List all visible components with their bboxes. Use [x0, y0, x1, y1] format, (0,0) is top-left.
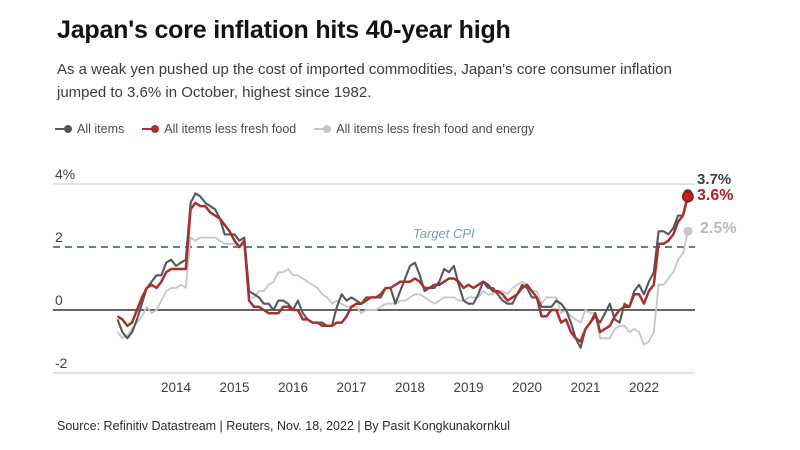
- end-label-all-items: 3.7%: [697, 171, 732, 188]
- endpoint-dot-less-fresh-food-energy: [683, 226, 693, 236]
- x-tick-label: 2015: [219, 380, 250, 395]
- x-tick-label: 2019: [453, 380, 484, 395]
- y-tick-label: 0: [55, 292, 63, 308]
- inflation-line-chart: [53, 183, 695, 374]
- series-line-0: [116, 192, 689, 349]
- y-tick-label: 2: [55, 229, 63, 245]
- end-label-less-fresh-food: 3.6%: [697, 187, 734, 204]
- chart-subtitle: As a weak yen pushed up the cost of impo…: [57, 61, 672, 101]
- legend-item-less-fresh-food: All items less fresh food: [142, 122, 296, 136]
- x-tick-label: 2021: [570, 380, 601, 395]
- y-tick-label: 4%: [55, 166, 76, 182]
- end-label-less-fresh-food-energy: 2.5%: [700, 220, 737, 237]
- x-tick-label: 2016: [277, 380, 309, 395]
- x-tick-label: 2018: [394, 380, 426, 395]
- legend-item-less-fresh-food-energy: All items less fresh food and energy: [314, 122, 534, 136]
- series-line-1: [116, 196, 690, 343]
- legend-item-all-items: All items: [55, 122, 124, 136]
- y-tick-label: -2: [55, 355, 68, 371]
- chart-legend: All items All items less fresh food All …: [55, 122, 534, 136]
- series-line-2: [116, 231, 689, 346]
- page-title: Japan's core inflation hits 40-year high: [57, 16, 511, 44]
- target-cpi-label: Target CPI: [413, 226, 475, 241]
- x-tick-label: 2022: [628, 380, 660, 395]
- legend-label: All items less fresh food: [164, 122, 297, 136]
- line-dot-marker-icon: [314, 125, 332, 134]
- source-attribution: Source: Refinitiv Datastream | Reuters, …: [57, 419, 511, 433]
- line-dot-marker-icon: [55, 125, 72, 134]
- x-tick-label: 2017: [336, 380, 367, 395]
- legend-label: All items less fresh food and energy: [336, 122, 535, 136]
- legend-label: All items: [77, 122, 125, 136]
- x-tick-label: 2020: [511, 380, 543, 395]
- line-dot-marker-icon: [142, 125, 160, 134]
- x-tick-label: 2014: [160, 380, 192, 395]
- endpoint-dot-less-fresh-food: [681, 190, 694, 203]
